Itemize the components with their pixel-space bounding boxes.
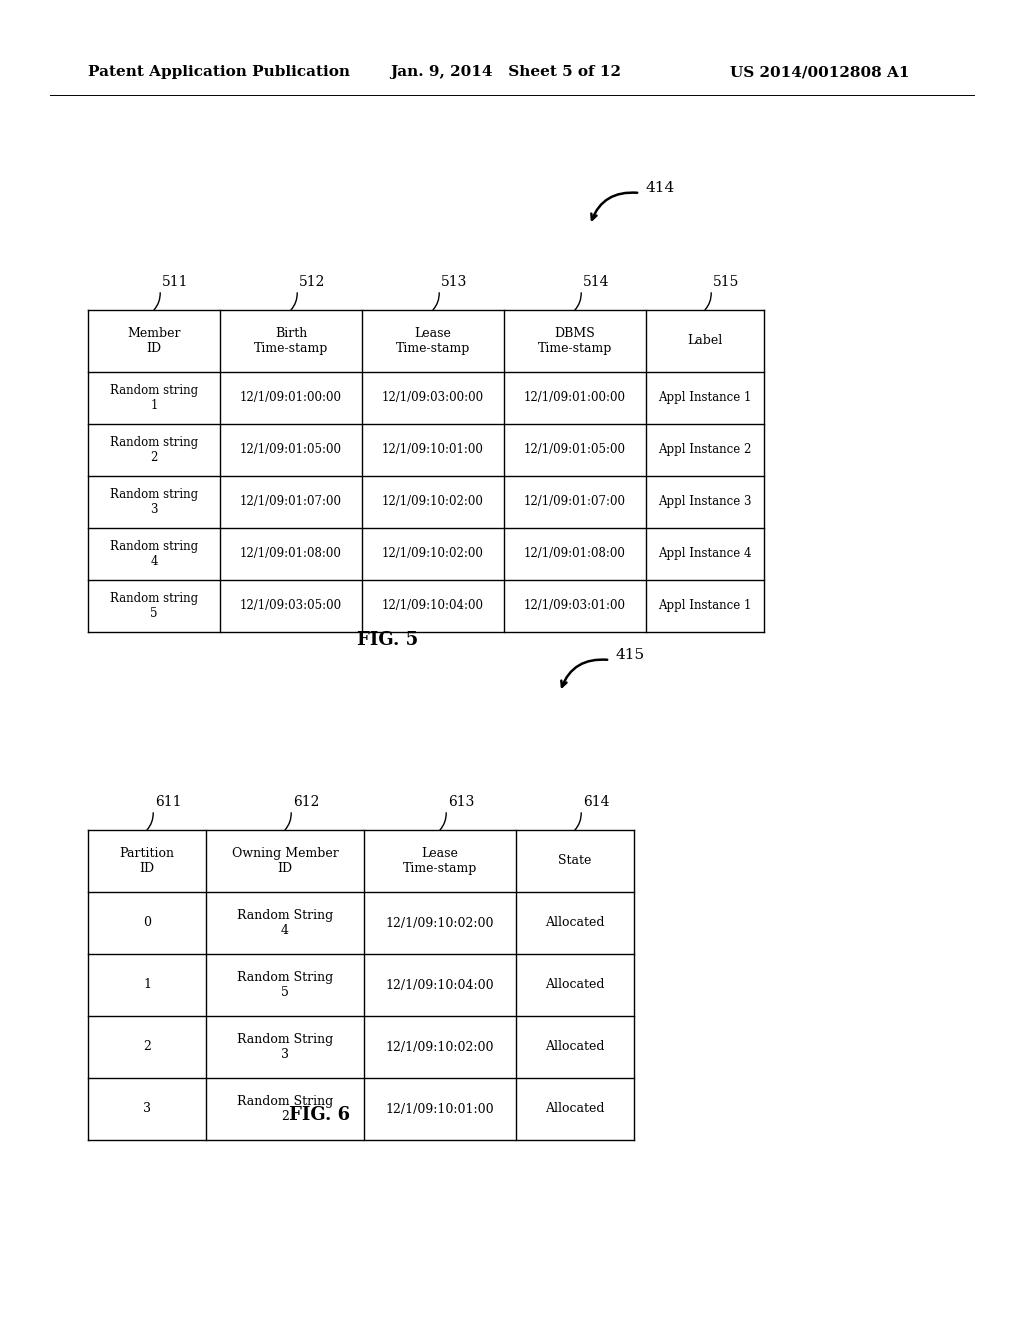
- Text: Appl Instance 4: Appl Instance 4: [658, 548, 752, 561]
- Text: Random string
4: Random string 4: [110, 540, 198, 568]
- Text: 12/1/09:03:05:00: 12/1/09:03:05:00: [240, 599, 342, 612]
- Text: 2: 2: [143, 1040, 151, 1053]
- Text: 12/1/09:10:02:00: 12/1/09:10:02:00: [382, 548, 484, 561]
- Text: Random string
1: Random string 1: [110, 384, 198, 412]
- Text: 0: 0: [143, 916, 151, 929]
- Text: US 2014/0012808 A1: US 2014/0012808 A1: [730, 65, 909, 79]
- Text: Owning Member
ID: Owning Member ID: [231, 847, 338, 875]
- Text: 513: 513: [441, 275, 467, 289]
- Text: 415: 415: [615, 648, 644, 663]
- Text: 12/1/09:10:02:00: 12/1/09:10:02:00: [386, 1040, 495, 1053]
- Text: Allocated: Allocated: [545, 1102, 605, 1115]
- Text: 512: 512: [299, 275, 326, 289]
- Text: Random String
3: Random String 3: [237, 1034, 333, 1061]
- Text: Allocated: Allocated: [545, 916, 605, 929]
- Text: Jan. 9, 2014   Sheet 5 of 12: Jan. 9, 2014 Sheet 5 of 12: [390, 65, 621, 79]
- Text: 12/1/09:01:07:00: 12/1/09:01:07:00: [524, 495, 626, 508]
- Text: 612: 612: [293, 795, 319, 809]
- Text: 12/1/09:01:08:00: 12/1/09:01:08:00: [524, 548, 626, 561]
- Text: 3: 3: [143, 1102, 151, 1115]
- Text: DBMS
Time-stamp: DBMS Time-stamp: [538, 327, 612, 355]
- Text: 12/1/09:01:00:00: 12/1/09:01:00:00: [240, 392, 342, 404]
- Text: 12/1/09:01:08:00: 12/1/09:01:08:00: [240, 548, 342, 561]
- Text: 611: 611: [155, 795, 181, 809]
- Text: Random String
4: Random String 4: [237, 909, 333, 937]
- Text: 12/1/09:01:07:00: 12/1/09:01:07:00: [240, 495, 342, 508]
- Text: 12/1/09:01:05:00: 12/1/09:01:05:00: [240, 444, 342, 457]
- Text: 12/1/09:10:01:00: 12/1/09:10:01:00: [382, 444, 484, 457]
- Text: 1: 1: [143, 978, 151, 991]
- Text: Patent Application Publication: Patent Application Publication: [88, 65, 350, 79]
- Text: Random string
3: Random string 3: [110, 488, 198, 516]
- Text: Appl Instance 3: Appl Instance 3: [658, 495, 752, 508]
- Text: Appl Instance 2: Appl Instance 2: [658, 444, 752, 457]
- Text: Lease
Time-stamp: Lease Time-stamp: [402, 847, 477, 875]
- Text: 12/1/09:10:02:00: 12/1/09:10:02:00: [382, 495, 484, 508]
- Text: Partition
ID: Partition ID: [120, 847, 174, 875]
- Text: Member
ID: Member ID: [127, 327, 181, 355]
- Text: Birth
Time-stamp: Birth Time-stamp: [254, 327, 328, 355]
- Text: 613: 613: [449, 795, 474, 809]
- Text: 12/1/09:03:00:00: 12/1/09:03:00:00: [382, 392, 484, 404]
- Text: 12/1/09:01:05:00: 12/1/09:01:05:00: [524, 444, 626, 457]
- Text: 614: 614: [583, 795, 609, 809]
- Text: 511: 511: [162, 275, 188, 289]
- Text: FIG. 6: FIG. 6: [290, 1106, 350, 1125]
- Text: Lease
Time-stamp: Lease Time-stamp: [396, 327, 470, 355]
- Text: Random String
5: Random String 5: [237, 972, 333, 999]
- Text: 514: 514: [583, 275, 609, 289]
- Text: 12/1/09:10:04:00: 12/1/09:10:04:00: [382, 599, 484, 612]
- Text: 515: 515: [713, 275, 739, 289]
- Text: Appl Instance 1: Appl Instance 1: [658, 599, 752, 612]
- Text: 12/1/09:10:04:00: 12/1/09:10:04:00: [386, 978, 495, 991]
- Text: Random string
5: Random string 5: [110, 591, 198, 620]
- Text: 414: 414: [645, 181, 674, 195]
- Text: Random String
2: Random String 2: [237, 1096, 333, 1123]
- Text: Allocated: Allocated: [545, 1040, 605, 1053]
- Text: Label: Label: [687, 334, 723, 347]
- Text: FIG. 5: FIG. 5: [357, 631, 419, 649]
- Text: 12/1/09:03:01:00: 12/1/09:03:01:00: [524, 599, 626, 612]
- Text: Appl Instance 1: Appl Instance 1: [658, 392, 752, 404]
- Text: 12/1/09:10:02:00: 12/1/09:10:02:00: [386, 916, 495, 929]
- Text: Random string
2: Random string 2: [110, 436, 198, 465]
- Text: Allocated: Allocated: [545, 978, 605, 991]
- Text: 12/1/09:01:00:00: 12/1/09:01:00:00: [524, 392, 626, 404]
- Text: 12/1/09:10:01:00: 12/1/09:10:01:00: [386, 1102, 495, 1115]
- Text: State: State: [558, 854, 592, 867]
